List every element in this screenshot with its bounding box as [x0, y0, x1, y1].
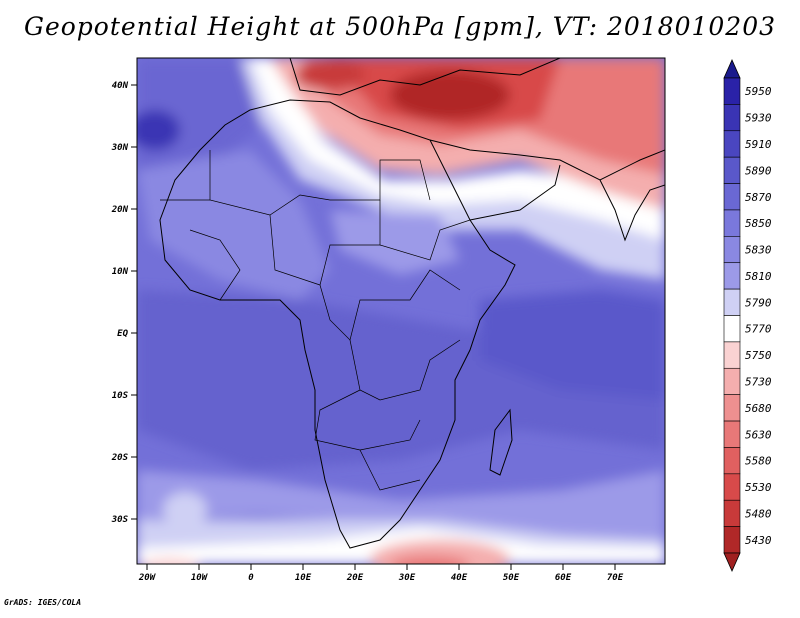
- colorbar-label: 5790: [745, 296, 772, 309]
- colorbar: 5950 5930 5910 5890 5870 5850 5830 5810 5790 5770…: [723, 59, 772, 572]
- longitude-axis: 20W 10W 0 10E 20E 30E 40E 50E 60E 70E: [138, 564, 624, 583]
- colorbar-swatch: [723, 499, 741, 527]
- colorbar-swatch: [723, 394, 741, 422]
- colorbar-label: 5830: [745, 244, 772, 257]
- colorbar-swatch: [723, 262, 741, 290]
- colorbar-label: 5770: [745, 323, 772, 336]
- colorbar-label: 5430: [745, 534, 772, 547]
- lat-tick-label: EQ: [117, 329, 128, 339]
- map-title: Geopotential Height at 500hPa [gpm], VT:…: [23, 12, 777, 41]
- lat-tick-label: 40N: [112, 81, 129, 91]
- lon-tick-label: 30E: [398, 573, 416, 583]
- grads-credit: GrADS: IGES/COLA: [4, 598, 82, 607]
- colorbar-label: 5930: [745, 112, 772, 125]
- colorbar-label: 5870: [745, 191, 772, 204]
- colorbar-label: 5850: [745, 217, 772, 230]
- colorbar-swatch: [723, 341, 741, 369]
- plot-frame: [136, 57, 666, 565]
- lat-tick-label: 30N: [111, 143, 129, 153]
- lon-tick-label: 70E: [607, 573, 624, 583]
- colorbar-swatch: [723, 367, 741, 395]
- colorbar-swatch: [723, 77, 741, 105]
- lon-tick-label: 10E: [295, 573, 312, 583]
- coastlines: [159, 58, 665, 549]
- colorbar-top-arrow: [723, 59, 741, 79]
- colorbar-swatch: [723, 130, 741, 158]
- lon-tick-label: 20W: [138, 573, 157, 583]
- colorbar-swatch: [723, 104, 741, 132]
- colorbar-swatch: [723, 288, 741, 316]
- colorbar-bottom-arrow: [723, 552, 741, 572]
- lon-tick-label: 60E: [555, 573, 572, 583]
- lat-tick-label: 30S: [111, 515, 129, 525]
- lat-tick-label: 10S: [112, 391, 129, 401]
- colorbar-label: 5730: [745, 375, 772, 388]
- latitude-axis: 40N 30N 20N 10N EQ 10S 20S 30S: [111, 81, 137, 525]
- lon-tick-label: 20E: [346, 573, 364, 583]
- country-borders: [160, 150, 471, 491]
- colorbar-swatch: [723, 447, 741, 475]
- colorbar-swatch: [723, 420, 741, 448]
- colorbar-label: 5950: [745, 85, 772, 98]
- colorbar-swatch: [723, 236, 741, 264]
- colorbar-swatch: [723, 156, 741, 184]
- colorbar-swatch: [723, 526, 741, 554]
- lon-tick-label: 0: [248, 573, 254, 583]
- colorbar-label: 5580: [745, 455, 772, 468]
- colorbar-label: 5910: [745, 138, 772, 151]
- colorbar-swatch: [723, 473, 741, 501]
- colorbar-swatch: [723, 315, 741, 343]
- lat-tick-label: 20S: [111, 453, 129, 463]
- lat-tick-label: 10N: [112, 267, 129, 277]
- colorbar-swatch: [723, 183, 741, 211]
- colorbar-swatch: [723, 209, 741, 237]
- colorbar-label: 5530: [745, 481, 772, 494]
- lat-tick-label: 20N: [111, 205, 129, 215]
- lon-tick-label: 50E: [503, 573, 520, 583]
- lon-tick-label: 10W: [191, 573, 209, 583]
- colorbar-label: 5810: [745, 270, 772, 283]
- colorbar-label: 5480: [745, 507, 772, 520]
- colorbar-label: 5750: [745, 349, 772, 362]
- lon-tick-label: 40E: [451, 573, 468, 583]
- colorbar-label: 5680: [745, 402, 772, 415]
- height-field: [137, 58, 665, 564]
- colorbar-label: 5890: [745, 164, 772, 177]
- colorbar-label: 5630: [745, 428, 772, 441]
